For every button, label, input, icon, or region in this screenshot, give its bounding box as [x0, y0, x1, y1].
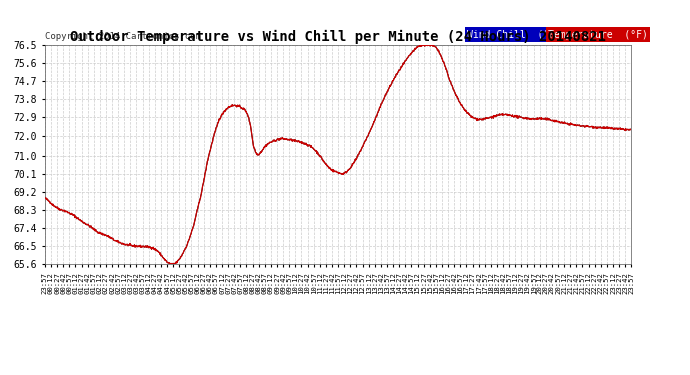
Text: Wind Chill  (°F): Wind Chill (°F) — [467, 30, 561, 39]
Title: Outdoor Temperature vs Wind Chill per Minute (24 Hours) 20140821: Outdoor Temperature vs Wind Chill per Mi… — [70, 30, 606, 44]
Text: Temperature  (°F): Temperature (°F) — [548, 30, 648, 39]
Text: Copyright 2014 Cartronics.com: Copyright 2014 Cartronics.com — [45, 32, 201, 40]
